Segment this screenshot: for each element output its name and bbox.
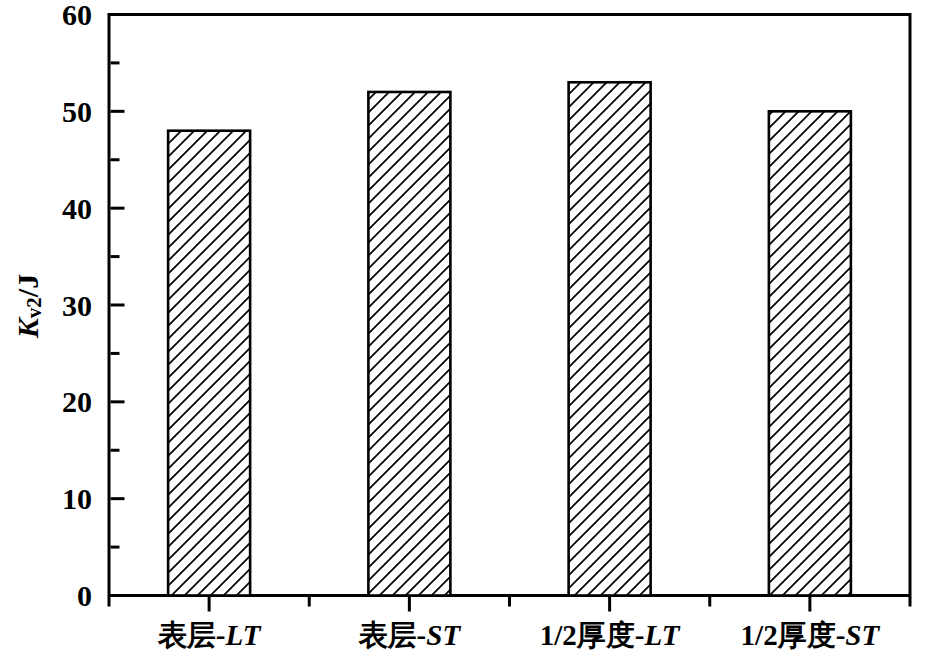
x-category-label-prefix: 表层- xyxy=(358,619,427,651)
x-category-label: 1/2厚度-ST xyxy=(741,619,881,651)
y-tick-label: 10 xyxy=(62,482,92,515)
bar xyxy=(168,131,250,596)
x-category-label-prefix: 1/2厚度- xyxy=(540,619,645,651)
y-tick-label: 50 xyxy=(62,95,92,128)
y-axis-title-symbol: K xyxy=(11,316,44,339)
plot-area: 0102030405060表层-LT表层-ST1/2厚度-LT1/2厚度-ST xyxy=(62,0,910,651)
bar-chart-figure: 0102030405060表层-LT表层-ST1/2厚度-LT1/2厚度-ST … xyxy=(0,0,945,653)
x-category-label: 表层-ST xyxy=(358,619,462,651)
x-category-label: 表层-LT xyxy=(157,619,262,651)
x-category-label-suffix: ST xyxy=(845,619,880,651)
y-axis-title-unit: /J xyxy=(11,274,44,298)
y-axis-title: Kv2/J xyxy=(11,274,47,339)
x-category-label-suffix: ST xyxy=(426,619,461,651)
y-tick-label: 20 xyxy=(62,385,92,418)
x-category-label: 1/2厚度-LT xyxy=(540,619,681,651)
x-category-label-suffix: LT xyxy=(225,619,262,651)
y-axis-title-subscript: v2 xyxy=(22,297,46,318)
bar xyxy=(368,92,450,596)
y-tick-label: 60 xyxy=(62,0,92,31)
x-category-label-prefix: 表层- xyxy=(157,619,226,651)
x-category-label-prefix: 1/2厚度- xyxy=(741,619,846,651)
bar xyxy=(769,111,851,595)
chart-canvas: 0102030405060表层-LT表层-ST1/2厚度-LT1/2厚度-ST … xyxy=(0,0,945,653)
y-tick-label: 30 xyxy=(62,289,92,322)
y-tick-label: 0 xyxy=(77,579,92,612)
x-category-label-suffix: LT xyxy=(644,619,681,651)
y-tick-label: 40 xyxy=(62,192,92,225)
bar xyxy=(569,82,651,595)
